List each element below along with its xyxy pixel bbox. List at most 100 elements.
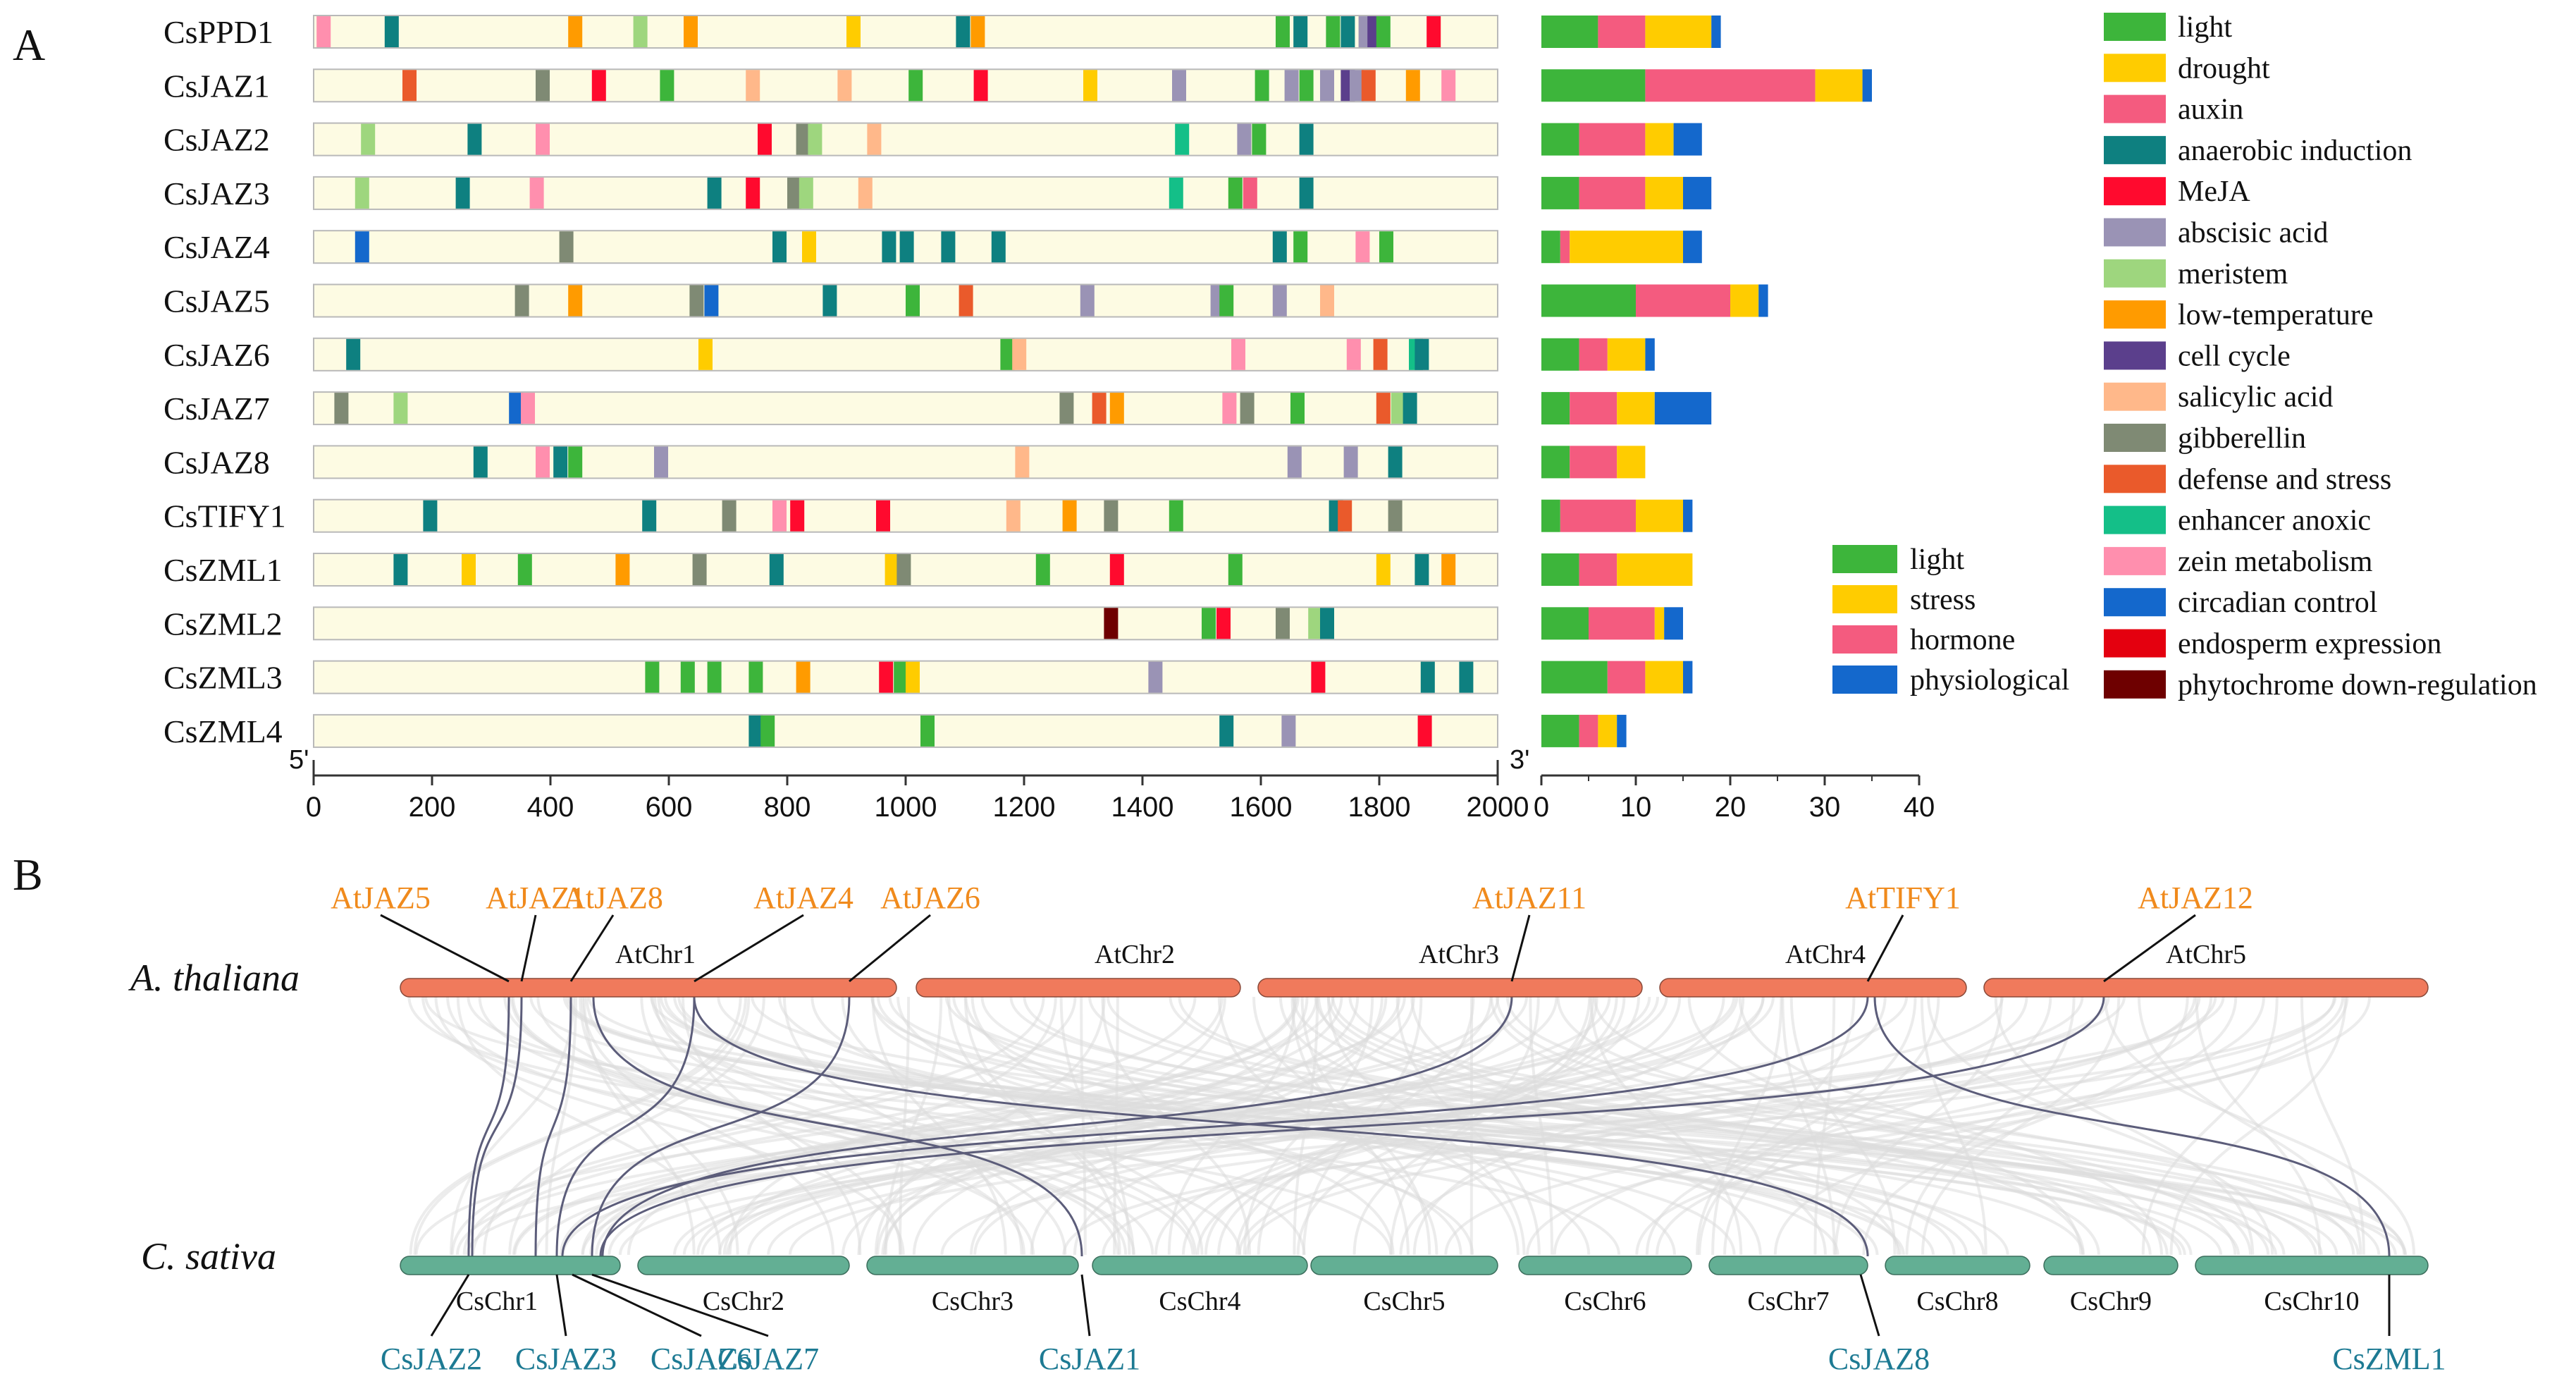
legend-label: light bbox=[1910, 544, 1964, 576]
at-gene-label: AtTIFY1 bbox=[1845, 881, 1961, 915]
stacked-bar-segment bbox=[1541, 714, 1579, 747]
background-link bbox=[1181, 996, 1641, 1256]
stacked-bar-segment bbox=[1645, 69, 1816, 102]
legend-label: defense and stress bbox=[2178, 463, 2391, 496]
stacked-bar-segment bbox=[1683, 231, 1702, 264]
promoter-element bbox=[1219, 285, 1234, 317]
stacked-bar-segment bbox=[1541, 553, 1579, 586]
gene-name-label: CsJAZ3 bbox=[164, 176, 270, 211]
promoter-element bbox=[1391, 393, 1405, 424]
promoter-element bbox=[1299, 70, 1314, 102]
cs-gene-label: CsZML1 bbox=[2332, 1342, 2446, 1376]
legend-swatch bbox=[2104, 341, 2166, 370]
promoter-element bbox=[1459, 661, 1474, 693]
stacked-bar-segment bbox=[1673, 123, 1702, 156]
gene-leader-line bbox=[1866, 914, 1904, 982]
promoter-element bbox=[1376, 16, 1391, 47]
at-gene-label: AtJAZ4 bbox=[753, 881, 853, 915]
promoter-element bbox=[1417, 715, 1432, 747]
gene-link bbox=[1873, 996, 2391, 1257]
promoter-element bbox=[1376, 393, 1391, 424]
stacked-bar-segment bbox=[1636, 284, 1730, 317]
at-gene-label: AtJAZ11 bbox=[1472, 881, 1586, 915]
axis-tick-label: 1200 bbox=[993, 792, 1056, 823]
top-chromosome-label: AtChr1 bbox=[615, 940, 696, 969]
stacked-bar-segment bbox=[1645, 123, 1674, 156]
promoter-element bbox=[654, 446, 668, 478]
background-link bbox=[510, 996, 1120, 1256]
background-link bbox=[1009, 996, 2323, 1256]
promoter-element bbox=[1341, 16, 1355, 47]
position-axis: 0 200 400 600 800 1000 1200 1400 1600 1800 2000 5' 3… bbox=[289, 745, 1529, 823]
at-gene-label: AtJAZ12 bbox=[2138, 881, 2253, 915]
promoter-element bbox=[991, 231, 1006, 263]
promoter-element bbox=[684, 16, 698, 47]
promoter-element bbox=[1062, 500, 1077, 532]
top-chromosome bbox=[1257, 978, 1643, 998]
promoter-element bbox=[973, 70, 988, 102]
promoter-element bbox=[591, 70, 606, 102]
stacked-bar-segment bbox=[1579, 338, 1608, 371]
gene-leader-line bbox=[591, 1273, 769, 1337]
background-link bbox=[1927, 996, 2274, 1256]
promoter-element bbox=[879, 661, 894, 693]
stacked-bar-segment bbox=[1541, 284, 1636, 317]
promoter-element bbox=[1109, 393, 1124, 424]
promoter-element bbox=[1169, 500, 1183, 532]
promoter-element bbox=[707, 177, 722, 209]
bottom-chromosome bbox=[1310, 1256, 1498, 1275]
promoter-element bbox=[1006, 500, 1021, 532]
axis-tick-label: 1000 bbox=[875, 792, 937, 823]
promoter-element bbox=[1293, 231, 1308, 263]
promoter-track bbox=[313, 445, 1498, 479]
promoter-element bbox=[1415, 338, 1429, 370]
legend-swatch bbox=[2104, 177, 2166, 206]
promoter-element bbox=[1376, 554, 1391, 585]
background-link bbox=[1696, 996, 1856, 1256]
background-link bbox=[581, 996, 1300, 1256]
promoter-element bbox=[355, 231, 369, 263]
stacked-bar-segment bbox=[1758, 284, 1768, 317]
stacked-bar-segment bbox=[1541, 499, 1560, 532]
promoter-element bbox=[1287, 446, 1302, 478]
stacked-bar-segment bbox=[1541, 69, 1646, 102]
stacked-bar-segment bbox=[1541, 392, 1570, 425]
promoter-element bbox=[748, 715, 763, 747]
legend-swatch bbox=[1832, 545, 1897, 573]
promoter-element bbox=[722, 500, 737, 532]
background-link bbox=[1834, 996, 2003, 1256]
gene-name-label: CsPPD1 bbox=[164, 14, 273, 50]
element-count-chart bbox=[1541, 16, 1872, 747]
promoter-element bbox=[1059, 393, 1074, 424]
promoter-element bbox=[355, 177, 369, 209]
stacked-bar-segment bbox=[1541, 176, 1579, 209]
promoter-element bbox=[1346, 338, 1361, 370]
bottom-chromosome-label: CsChr10 bbox=[2264, 1287, 2359, 1316]
stacked-bar-segment bbox=[1579, 714, 1598, 747]
promoter-element bbox=[882, 231, 896, 263]
promoter-element bbox=[1092, 393, 1107, 424]
legend-swatch bbox=[2104, 505, 2166, 534]
background-link bbox=[696, 996, 1611, 1256]
promoter-element bbox=[1355, 231, 1370, 263]
background-link bbox=[534, 996, 1651, 1256]
promoter-element bbox=[660, 70, 674, 102]
legend-label: low-temperature bbox=[2178, 299, 2374, 331]
promoter-element bbox=[899, 231, 914, 263]
promoter-element bbox=[790, 500, 805, 532]
top-chromosome bbox=[1659, 978, 1967, 998]
promoter-track bbox=[313, 713, 1498, 748]
stacked-bar-segment bbox=[1683, 661, 1693, 694]
background-link bbox=[2141, 996, 2279, 1256]
gene-links bbox=[467, 996, 2391, 1257]
bottom-chromosome bbox=[2195, 1256, 2429, 1275]
bottom-chromosome bbox=[1092, 1256, 1308, 1275]
gene-link bbox=[561, 996, 1869, 1257]
stacked-bar-segment bbox=[1654, 607, 1665, 640]
axis-tick-label: 800 bbox=[764, 792, 811, 823]
promoter-element bbox=[698, 338, 713, 370]
bottom-chromosome-label: CsChr5 bbox=[1363, 1287, 1445, 1316]
count-axis: 0 10 20 30 40 bbox=[1534, 774, 1935, 823]
background-link bbox=[2104, 996, 2416, 1256]
three-prime-label: 3' bbox=[1510, 745, 1529, 775]
